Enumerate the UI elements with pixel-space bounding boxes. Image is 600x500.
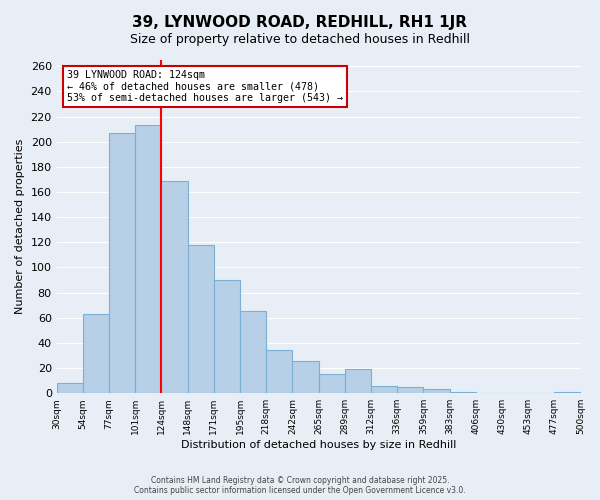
Bar [188, 245, 214, 393]
Bar [109, 133, 135, 393]
Bar [345, 370, 371, 393]
Bar [83, 314, 109, 393]
Bar [424, 390, 449, 393]
Bar [449, 392, 476, 393]
Bar [214, 280, 240, 393]
Bar [56, 383, 83, 393]
Text: Contains HM Land Registry data © Crown copyright and database right 2025.
Contai: Contains HM Land Registry data © Crown c… [134, 476, 466, 495]
Text: 39 LYNWOOD ROAD: 124sqm
← 46% of detached houses are smaller (478)
53% of semi-d: 39 LYNWOOD ROAD: 124sqm ← 46% of detache… [67, 70, 343, 103]
Bar [371, 386, 397, 393]
Bar [397, 387, 424, 393]
Bar [240, 312, 266, 393]
Bar [554, 392, 581, 393]
X-axis label: Distribution of detached houses by size in Redhill: Distribution of detached houses by size … [181, 440, 456, 450]
Bar [161, 180, 188, 393]
Text: 39, LYNWOOD ROAD, REDHILL, RH1 1JR: 39, LYNWOOD ROAD, REDHILL, RH1 1JR [133, 15, 467, 30]
Bar [292, 360, 319, 393]
Y-axis label: Number of detached properties: Number of detached properties [15, 139, 25, 314]
Text: Size of property relative to detached houses in Redhill: Size of property relative to detached ho… [130, 32, 470, 46]
Bar [135, 126, 161, 393]
Bar [266, 350, 292, 393]
Bar [319, 374, 345, 393]
